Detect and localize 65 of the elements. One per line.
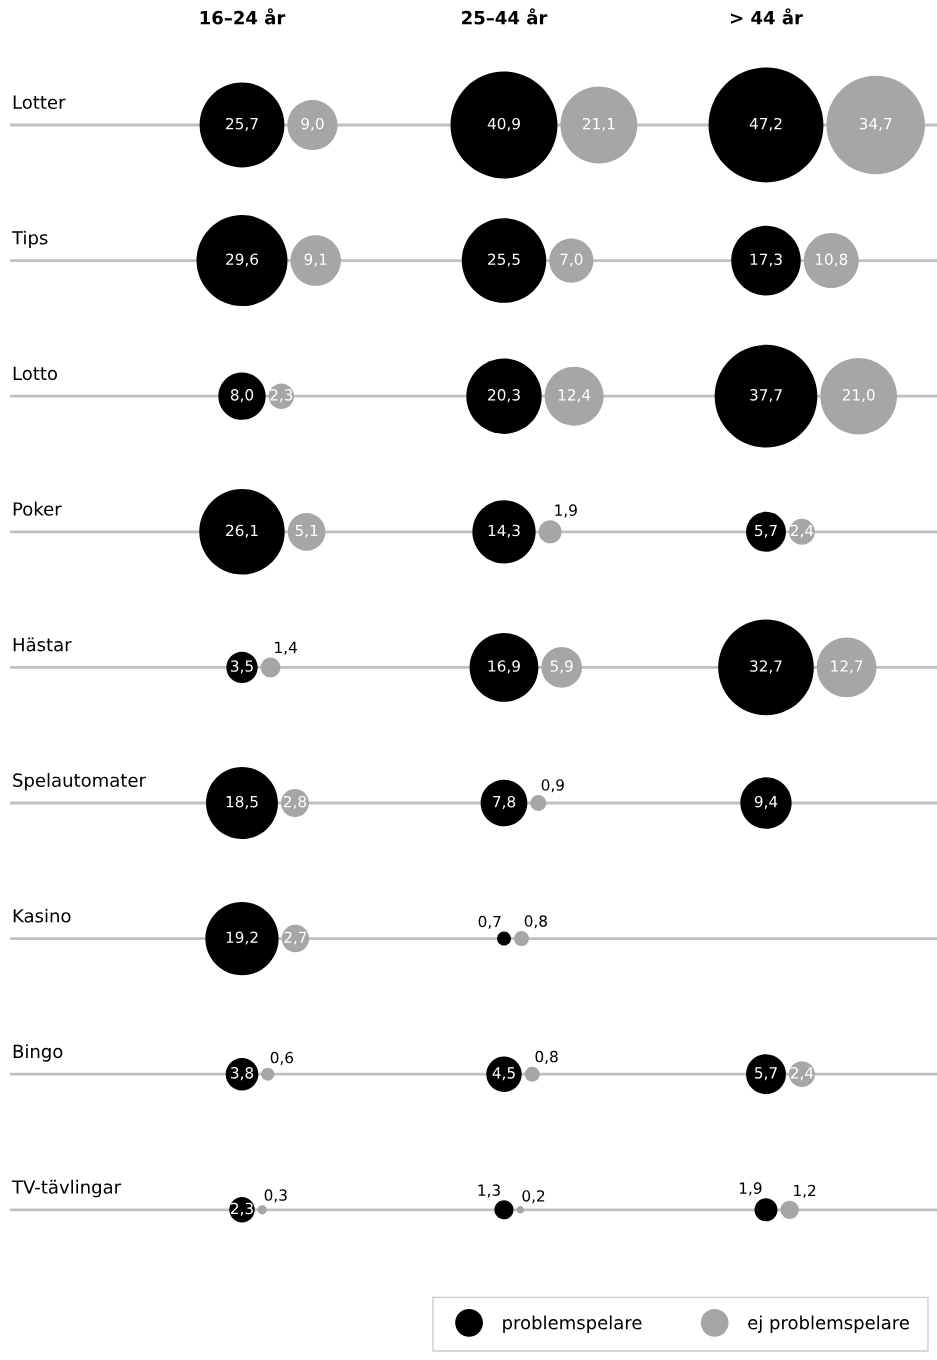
legend-label: ej problemspelare xyxy=(748,1315,909,1333)
data-label: 7,0 xyxy=(560,253,583,267)
data-label: 47,2 xyxy=(749,117,782,131)
data-label: 7,8 xyxy=(493,795,516,809)
data-label: 1,2 xyxy=(794,1184,816,1198)
data-label: 5,7 xyxy=(755,524,777,538)
data-label: 0,2 xyxy=(522,1190,545,1204)
data-label: 4,5 xyxy=(492,1067,515,1081)
data-label: 12,7 xyxy=(831,660,863,674)
data-label: 37,7 xyxy=(750,389,782,403)
data-label: 0,6 xyxy=(270,1051,294,1065)
data-label: 34,7 xyxy=(859,117,892,131)
data-label: 19,2 xyxy=(226,931,258,945)
data-label: 12,4 xyxy=(558,389,591,403)
data-label: 14,3 xyxy=(488,524,520,538)
data-label: 9,0 xyxy=(301,117,324,131)
category-label: TV-tävlingar xyxy=(11,1179,122,1198)
category-label: Bingo xyxy=(13,1044,63,1062)
data-label: 2,3 xyxy=(230,1202,253,1216)
data-label: 20,3 xyxy=(488,389,520,403)
data-label: 1,9 xyxy=(555,504,577,518)
data-label: 2,3 xyxy=(270,389,293,403)
data-label: 9,1 xyxy=(304,253,327,267)
data-label: 16,9 xyxy=(488,660,520,674)
data-label: 26,1 xyxy=(226,524,258,538)
data-label: 8,0 xyxy=(230,389,254,403)
data-label: 25,5 xyxy=(488,253,520,267)
data-label: 29,6 xyxy=(226,253,259,267)
data-label: 0,9 xyxy=(541,779,564,793)
data-label: 21,1 xyxy=(583,117,615,131)
category-label: Lotto xyxy=(13,366,58,381)
data-label: 2,4 xyxy=(790,524,814,538)
data-label: 0,8 xyxy=(535,1050,558,1064)
text: 16–24 år xyxy=(200,8,286,25)
data-label: 2,7 xyxy=(284,931,307,945)
data-label: 2,4 xyxy=(790,1067,814,1081)
data-label: 1,9 xyxy=(739,1182,762,1196)
category-label: Hästar xyxy=(13,637,72,652)
category-label: Lotter xyxy=(13,95,66,109)
data-label: 25,7 xyxy=(226,117,258,131)
data-label: 0,7 xyxy=(478,915,501,929)
data-label: 5,9 xyxy=(550,660,573,674)
data-label: 5,7 xyxy=(755,1067,777,1081)
data-label: 3,5 xyxy=(231,660,253,674)
data-label: 21,0 xyxy=(842,389,875,403)
data-label: 40,9 xyxy=(487,117,520,131)
data-label: 2,8 xyxy=(283,795,307,809)
data-label: 0,8 xyxy=(524,915,547,929)
category-label: Spelautomater xyxy=(13,773,146,791)
text: 25–44 år xyxy=(462,8,548,25)
data-label: 1,3 xyxy=(478,1184,500,1198)
data-label: 1,4 xyxy=(275,641,297,655)
data-label: 0,3 xyxy=(264,1189,287,1203)
data-label: 10,8 xyxy=(815,253,848,267)
category-label: Kasino xyxy=(13,908,71,923)
data-label: 9,4 xyxy=(754,795,778,809)
legend-label: problemspelare xyxy=(503,1315,642,1333)
data-label: 17,3 xyxy=(750,253,782,267)
text: > 44 år xyxy=(730,8,803,25)
data-label: 18,5 xyxy=(226,795,258,809)
data-label: 5,1 xyxy=(295,524,318,538)
category-label: Tips xyxy=(11,230,48,249)
data-label: 32,7 xyxy=(750,660,782,674)
data-label: 3,8 xyxy=(231,1067,254,1081)
category-label: Poker xyxy=(13,501,62,516)
